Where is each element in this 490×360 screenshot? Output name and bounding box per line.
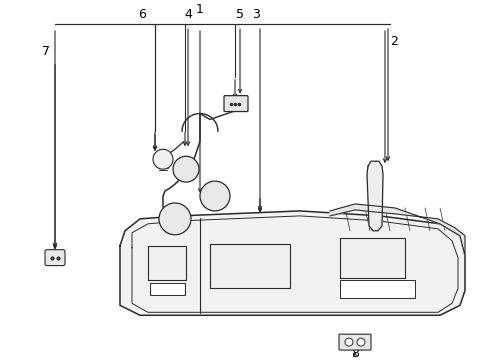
Circle shape	[159, 203, 191, 235]
Text: 5: 5	[236, 8, 244, 21]
Bar	[340, 280, 415, 298]
Circle shape	[345, 338, 353, 346]
Circle shape	[200, 181, 230, 211]
Polygon shape	[330, 204, 465, 256]
Polygon shape	[120, 211, 465, 315]
Text: 4: 4	[184, 8, 192, 21]
Text: 8: 8	[351, 347, 359, 360]
Text: 3: 3	[252, 8, 260, 21]
FancyBboxPatch shape	[45, 250, 65, 266]
Text: 2: 2	[390, 36, 398, 49]
Bar	[148, 246, 186, 280]
Circle shape	[153, 149, 173, 169]
Polygon shape	[367, 161, 383, 231]
Bar	[150, 283, 185, 296]
Text: 6: 6	[138, 8, 146, 21]
Circle shape	[357, 338, 365, 346]
Text: 1: 1	[196, 3, 204, 16]
Bar	[210, 244, 290, 288]
Bar	[340, 238, 405, 278]
FancyBboxPatch shape	[339, 334, 371, 350]
FancyBboxPatch shape	[224, 96, 248, 112]
Text: 7: 7	[42, 45, 50, 58]
Circle shape	[173, 156, 199, 182]
